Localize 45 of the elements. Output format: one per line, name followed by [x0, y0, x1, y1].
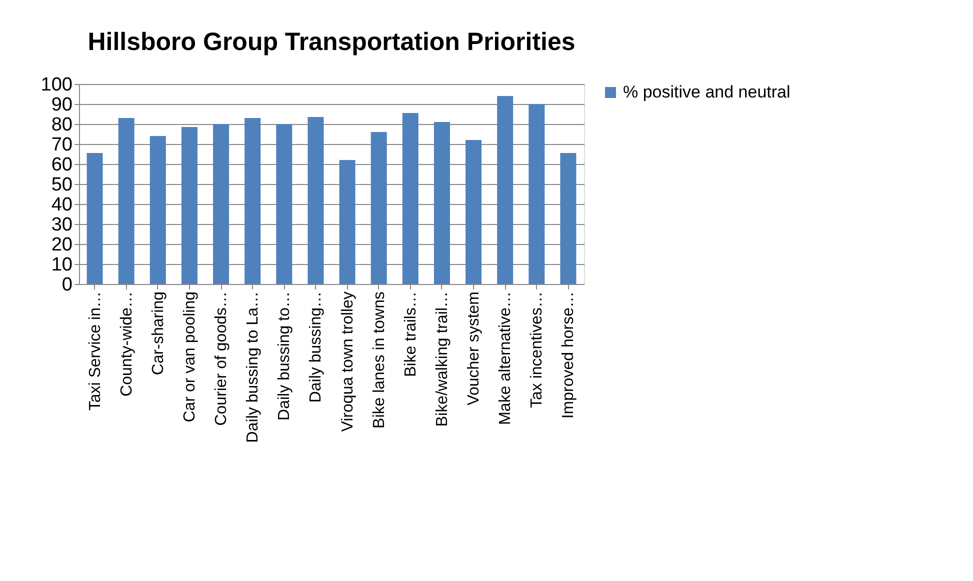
bar: [244, 118, 261, 284]
bar: [181, 127, 198, 284]
y-tick-label: 30: [51, 214, 72, 236]
x-tick-label: Viroqua town trolley: [339, 292, 356, 432]
x-tick-label: Car or van pooling: [181, 292, 198, 422]
bar: [150, 136, 166, 284]
bar: [528, 104, 545, 284]
y-tick-label: 20: [51, 234, 72, 256]
y-tick-label: 100: [40, 74, 72, 96]
chart-title: Hillsboro Group Transportation Priorities: [88, 28, 576, 56]
x-tick-label: Daily bussing to…: [276, 292, 294, 420]
y-tick-label: 60: [51, 154, 72, 176]
x-tick-label: Bike lanes in towns: [370, 292, 388, 428]
y-tick-label: 10: [51, 254, 72, 276]
y-tick-label: 0: [62, 274, 72, 296]
x-tick-label: Taxi Service in…: [86, 292, 104, 411]
x-tick-label: Improved horse…: [560, 292, 578, 419]
y-tick-label: 70: [51, 134, 72, 156]
y-tick-label: 40: [51, 194, 72, 216]
bar: [370, 132, 387, 284]
bar: [497, 96, 514, 284]
x-tick-label: County-wide…: [118, 292, 136, 396]
x-tick-label: Car-sharing: [150, 292, 167, 376]
x-tick-label: Bike trails…: [402, 292, 420, 377]
bar: [434, 122, 450, 284]
bar: [466, 140, 482, 284]
bar: [308, 117, 324, 284]
bar: [276, 124, 292, 284]
bar: [86, 153, 103, 284]
x-tick-label: Bike/walking trail…: [434, 292, 451, 427]
y-tick-label: 90: [51, 94, 72, 116]
bar: [560, 153, 576, 284]
y-tick-label: 50: [51, 174, 72, 196]
bar: [402, 113, 418, 284]
bar: [339, 160, 356, 284]
y-tick-label: 80: [51, 114, 72, 136]
x-tick-label: Make alternative…: [497, 292, 514, 425]
x-tick-label: Daily bussing…: [308, 292, 325, 403]
x-tick-label: Voucher system: [466, 292, 483, 406]
bar: [118, 118, 134, 284]
x-tick-label: Courier of goods…: [213, 292, 230, 426]
legend-label: % positive and neutral: [623, 82, 790, 102]
x-tick-label: Daily bussing to La…: [244, 292, 262, 443]
x-tick-label: Tax incentives…: [528, 292, 546, 408]
bar: [213, 124, 230, 284]
